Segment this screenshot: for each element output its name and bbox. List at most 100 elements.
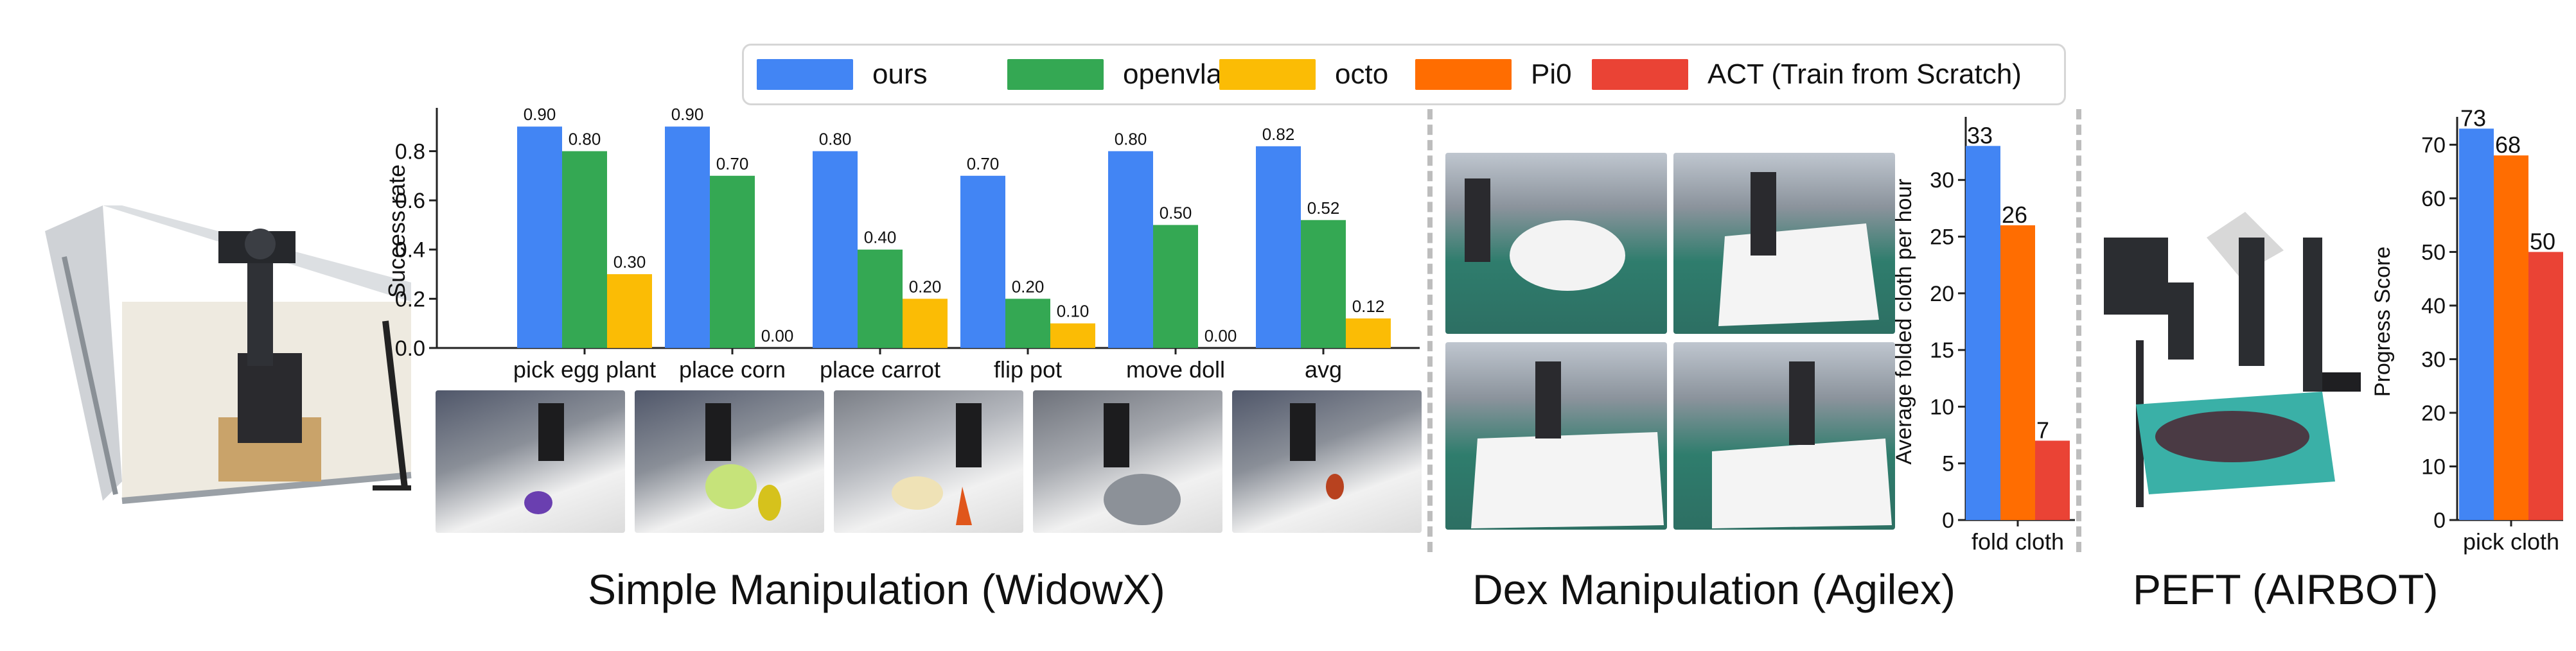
peft-progress-chart: 0 10 20 30 40 50 60 70 Progress Score 73 68 50 pick … [2370,105,2563,555]
bar-octo [607,274,652,348]
y-tick-label: 20 [1930,282,1954,306]
bar-openvla [1153,225,1198,348]
widowx-task-photo [436,390,625,533]
legend-swatch [1219,59,1316,90]
x-tick-label: place corn [679,356,786,383]
airbot-robot-photo [2104,212,2361,507]
bar-value-label: 0.90 [524,105,556,124]
bar-value-label: 68 [2495,132,2521,158]
y-tick-label: 0.2 [395,287,425,311]
widowx-task-photo [1232,390,1422,533]
bar-octo [1346,318,1391,348]
legend-label: Pi0 [1531,58,1572,90]
x-tick-label: avg [1305,356,1342,383]
section-title-simple: Simple Manipulation (WidowX) [588,566,1165,613]
agilex-task-photo [1445,342,1667,530]
bar-value-label: 73 [2460,105,2486,131]
bar-openvla [1005,299,1050,348]
y-tick-label: 0.4 [395,238,425,263]
legend-label: ours [872,58,928,90]
bar-value-label: 0.20 [1012,277,1045,296]
bar-ours [960,175,1005,348]
widowx-robot-photo [45,205,412,504]
x-tick-label: place carrot [820,356,940,383]
section-divider [2076,109,2081,552]
x-tick-label: flip pot [994,356,1062,383]
bar-ours [2459,128,2494,521]
y-tick-label: 25 [1930,225,1954,249]
y-tick-label: 0 [2433,508,2446,533]
bar-value-label: 0.30 [613,252,646,272]
bar-value-label: 26 [2002,202,2027,228]
bar-ours [1966,146,2000,521]
y-tick-label: 5 [1942,452,1954,476]
y-tick-label: 50 [2421,240,2446,265]
bar-octo [1050,323,1095,348]
y-tick-label: 15 [1930,338,1954,363]
bar-value-label: 0.90 [671,105,704,124]
y-tick-label: 70 [2421,133,2446,157]
legend-item-pi0: Pi0 [1415,57,1572,92]
agilex-task-photo [1673,342,1895,530]
bar-value-label: 33 [1967,122,1993,148]
y-tick-label: 20 [2421,401,2446,426]
legend-swatch [1007,59,1104,90]
legend-label: octo [1335,58,1389,90]
bar-value-label: 50 [2530,228,2555,254]
section-title-dex: Dex Manipulation (Agilex) [1472,566,1956,613]
bar-act [2035,440,2070,520]
y-tick-label: 10 [1930,395,1954,419]
bar-ours [813,151,858,348]
legend-swatch [1592,59,1688,90]
bar-openvla [1301,220,1346,348]
bar-value-label: 0.80 [1115,129,1147,148]
bar-value-label: 0.00 [1204,326,1237,345]
bar-pi0 [2494,155,2528,521]
bar-value-label: 0.00 [761,326,794,345]
y-tick-label: 0.0 [395,336,425,361]
legend-label: ACT (Train from Scratch) [1707,58,2022,90]
bar-value-label: 0.20 [909,277,942,296]
legend-item-act: ACT (Train from Scratch) [1592,57,2022,92]
y-tick-label: 40 [2421,294,2446,318]
bar-value-label: 0.52 [1307,198,1340,218]
y-tick-label: 60 [2421,187,2446,211]
bar-value-label: 0.70 [967,154,1000,173]
legend-swatch [757,59,853,90]
bar-value-label: 0.80 [569,129,601,148]
y-tick-label: 30 [2421,347,2446,372]
bar-openvla [562,151,607,348]
bar-pi0 [2000,225,2035,520]
bar-value-label: 0.80 [819,129,852,148]
bar-ours [1108,151,1153,348]
bar-openvla [710,175,755,348]
bar-act [2528,252,2563,520]
legend-swatch [1415,59,1512,90]
bar-value-label: 0.12 [1352,297,1385,316]
y-tick-label: 0.6 [395,189,425,213]
legend-item-openvla: openvla [1007,57,1222,92]
y-tick-label: 10 [2421,455,2446,479]
dex-fold-chart: 0 5 10 15 20 25 30 Average folded cloth per hou… [1895,117,2075,555]
chart-legend: ours openvla octo Pi0 ACT (Train from Sc… [742,44,2066,105]
y-axis-label: Success rate [385,164,410,298]
y-axis-label: Progress Score [2370,247,2395,397]
x-tick-label: fold cloth [1972,528,2064,555]
legend-item-ours: ours [757,57,928,92]
y-tick-label: 30 [1930,168,1954,193]
agilex-task-photo [1445,153,1667,334]
bar-ours [517,126,562,348]
agilex-task-photo [1673,153,1895,334]
bar-value-label: 0.10 [1057,302,1090,321]
legend-item-octo: octo [1219,57,1388,92]
bar-value-label: 0.70 [716,154,749,173]
bar-ours [665,126,710,348]
widowx-task-photo [1033,390,1222,533]
bar-ours [1256,146,1301,348]
legend-label: openvla [1123,58,1222,90]
y-tick-label: 0 [1942,508,1954,533]
x-tick-label: pick cloth [2463,528,2559,555]
section-divider [1427,109,1433,552]
x-tick-label: move doll [1126,356,1225,383]
